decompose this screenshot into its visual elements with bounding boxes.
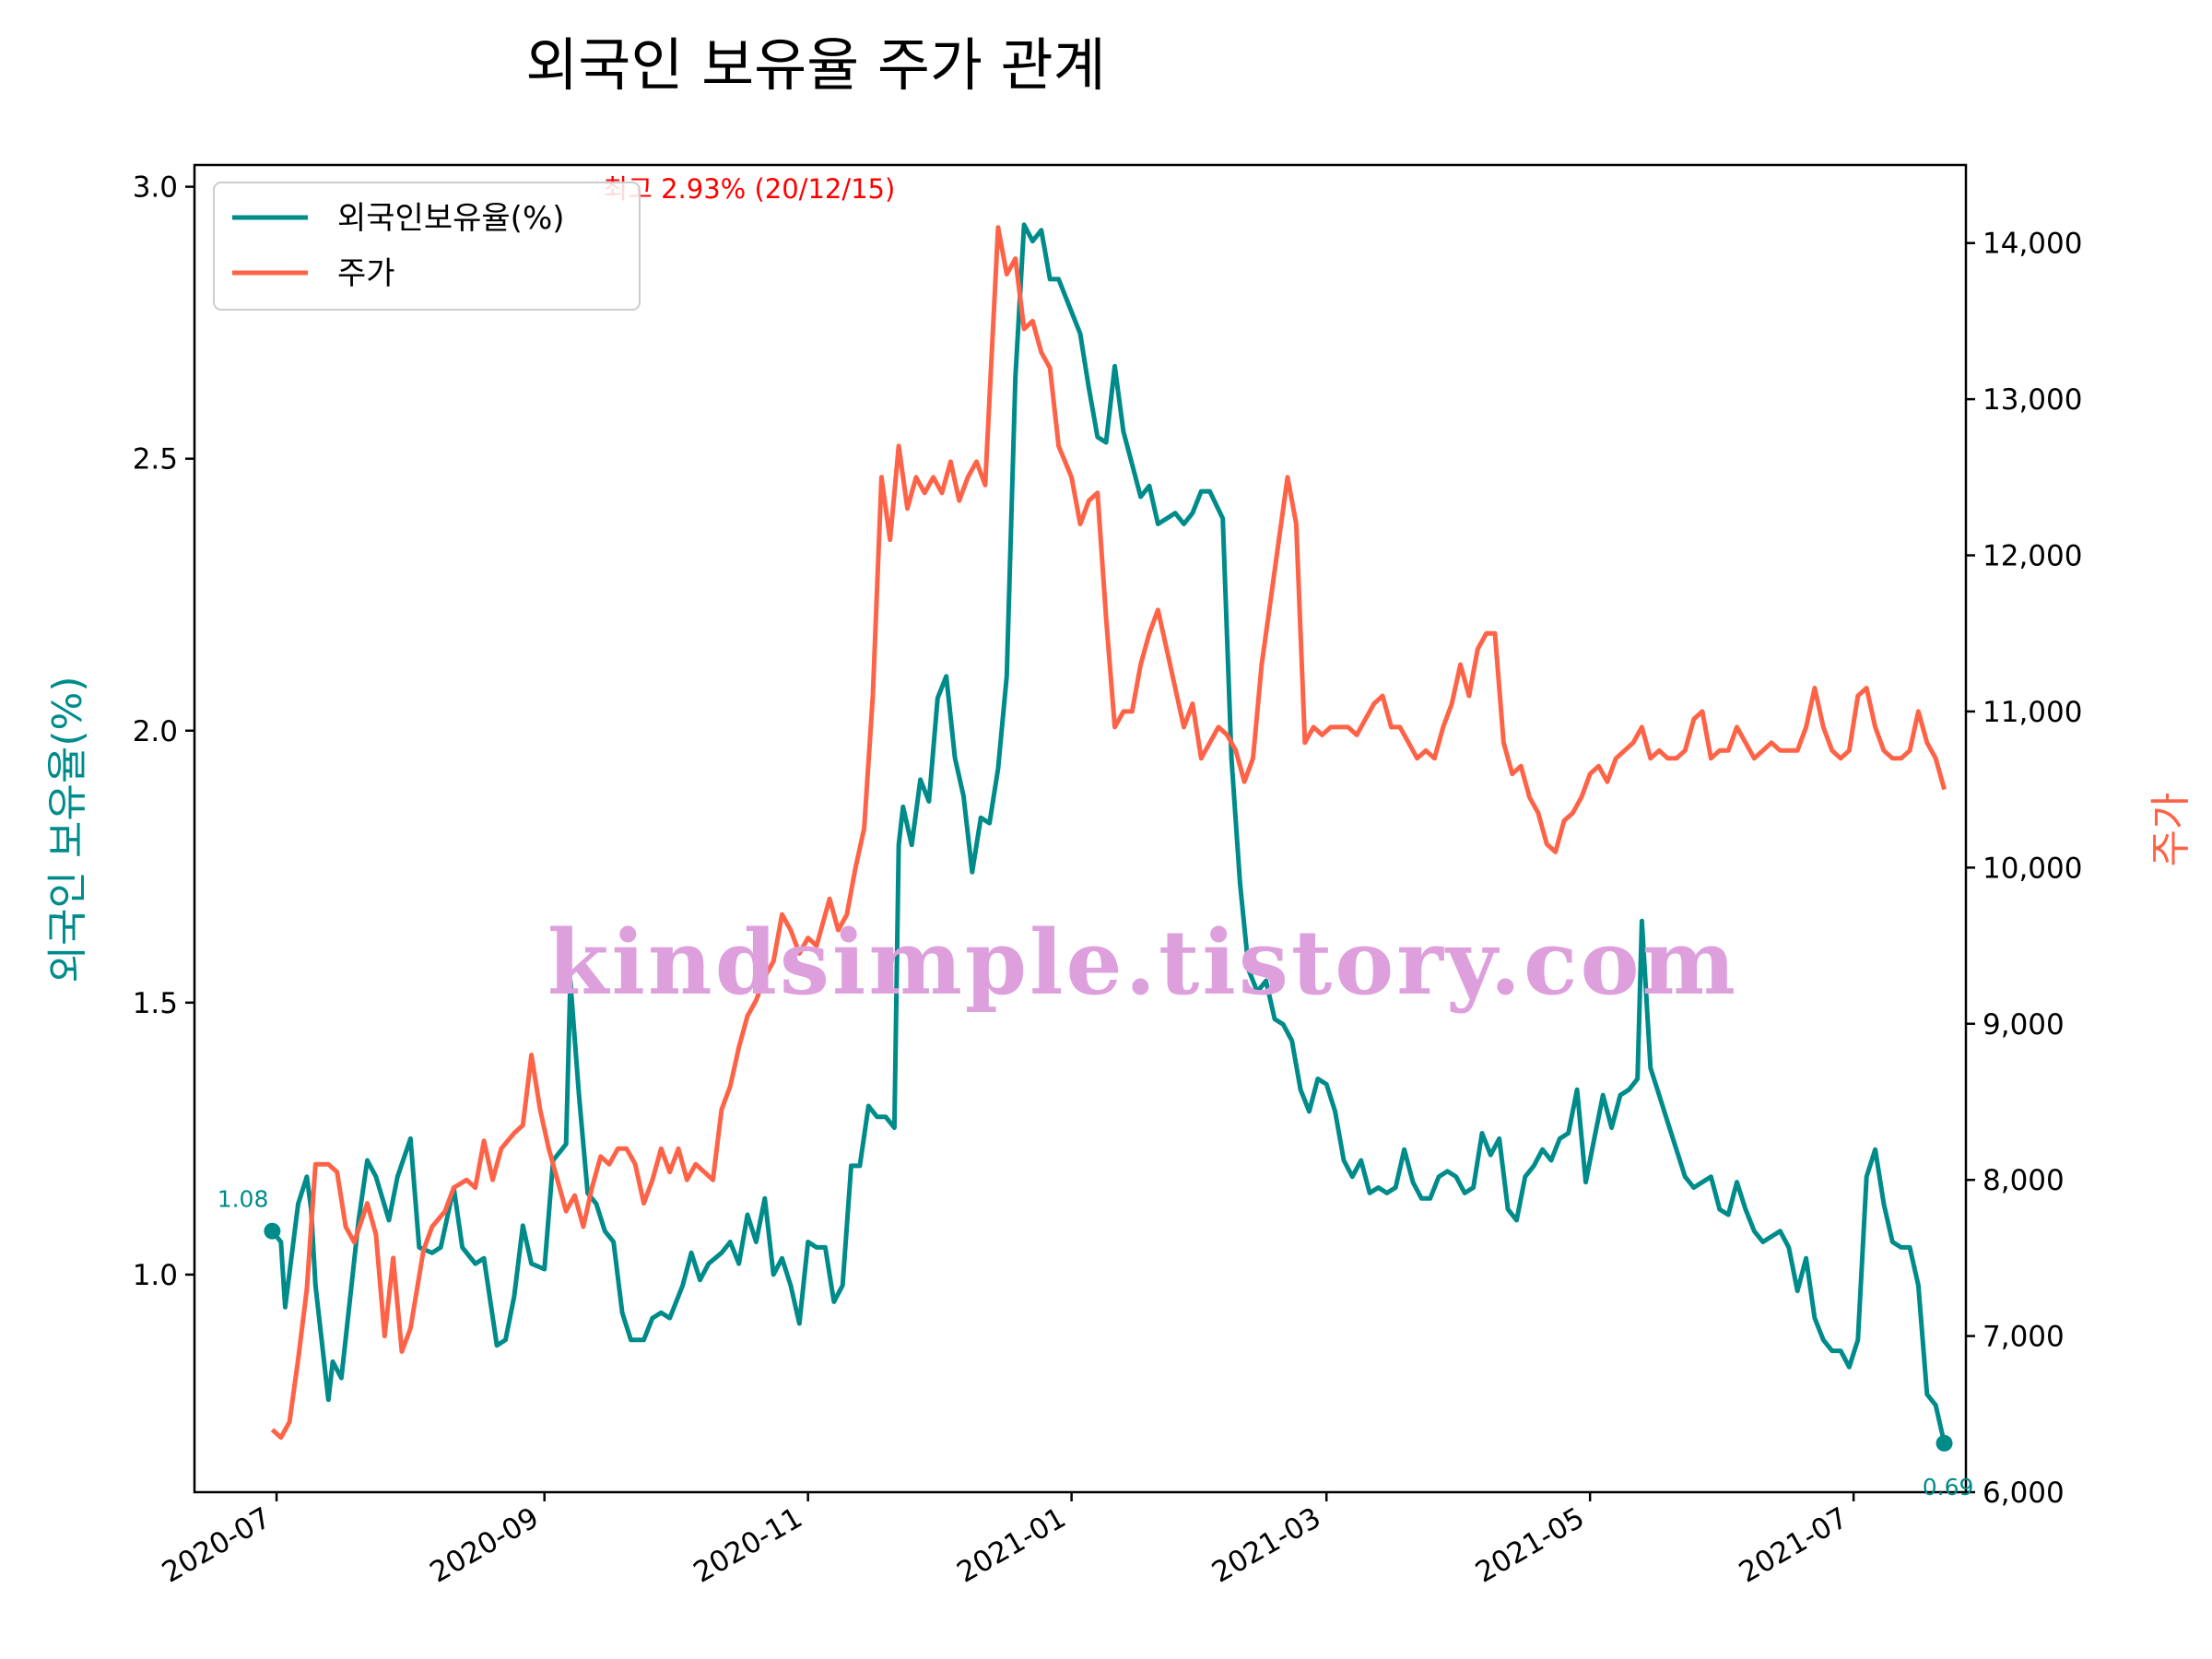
y-right-tick-label: 10,000: [1983, 852, 2082, 885]
start-value-label: 1.08: [218, 1186, 269, 1213]
y-right-tick-label: 12,000: [1983, 540, 2082, 573]
start-point-marker: [264, 1222, 281, 1240]
x-tick-label: 2021-03: [1206, 1501, 1326, 1590]
x-tick-label: 2020-09: [425, 1501, 545, 1590]
max-annotation: 최고 2.93% (20/12/15): [604, 173, 896, 205]
annotations: 1.08 0.69 최고 2.93% (20/12/15): [218, 173, 1974, 1500]
end-value-label: 0.69: [1923, 1474, 1974, 1500]
y-right-tick-label: 13,000: [1983, 383, 2082, 417]
y-right-tick-label: 9,000: [1983, 1008, 2065, 1041]
chart-title: 외국인 보유율 주가 관계: [525, 31, 1106, 99]
y-left-tick-label: 1.0: [133, 1259, 178, 1292]
y-left-tick-label: 3.0: [133, 171, 178, 205]
x-tick-label: 2020-11: [688, 1501, 807, 1590]
foreign-ratio-line: [270, 222, 1947, 1444]
y-right-tick-label: 7,000: [1983, 1321, 2065, 1354]
x-tick-label: 2021-05: [1470, 1501, 1590, 1590]
price-line: [270, 225, 1947, 1441]
y-axis-left: 1.0 1.5 2.0 2.5 3.0: [133, 171, 194, 1292]
y-right-tick-label: 14,000: [1983, 228, 2082, 261]
y-axis-label-right: 주가: [2147, 793, 2194, 867]
y-axis-label-left: 외국인 보유율(%): [44, 676, 91, 982]
x-tick-label: 2020-07: [157, 1501, 276, 1590]
y-left-tick-label: 2.5: [133, 443, 178, 477]
end-point-marker: [1936, 1434, 1953, 1452]
y-axis-right: 6,000 7,000 8,000 9,000 10,000 11,000 12,000 13…: [1966, 228, 2082, 1510]
x-tick-label: 2021-01: [951, 1501, 1071, 1590]
series-layer: [270, 222, 1947, 1444]
y-left-tick-label: 1.5: [133, 987, 178, 1020]
watermark: kindsimple.tistory.com: [547, 911, 1738, 1015]
y-right-tick-label: 6,000: [1983, 1477, 2065, 1510]
legend-label-price: 주가: [337, 255, 395, 292]
legend-box: [213, 182, 641, 311]
y-left-tick-label: 2.0: [133, 715, 178, 748]
plot-frame: [193, 163, 1968, 1494]
y-right-tick-label: 11,000: [1983, 696, 2082, 729]
x-tick-label: 2021-07: [1734, 1501, 1853, 1590]
legend-label-foreign: 외국인보유율(%): [337, 200, 565, 237]
y-right-tick-label: 8,000: [1983, 1164, 2065, 1197]
watermark-layer: kindsimple.tistory.com: [547, 911, 1738, 1015]
x-axis: 2020-07 2020-09 2020-11 2021-01 2021-03 2021-…: [157, 1492, 1855, 1590]
legend: 외국인보유율(%) 주가: [213, 182, 641, 311]
